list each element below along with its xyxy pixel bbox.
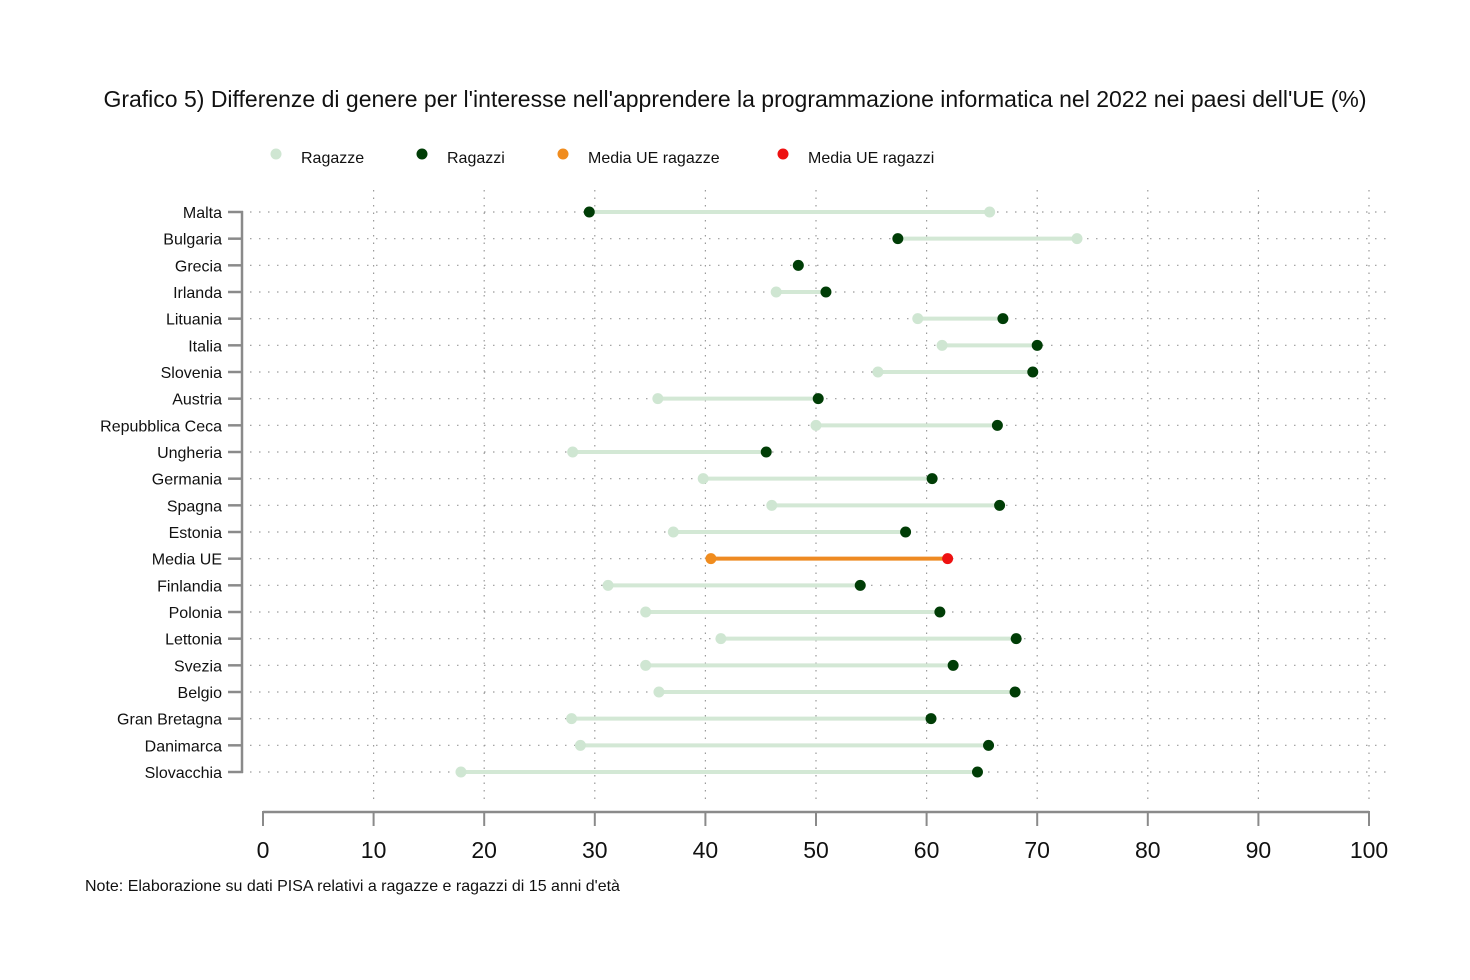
point-ragazzi: [926, 473, 938, 485]
point-ragazze: [984, 206, 996, 218]
point-media-ue-ragazze: [705, 553, 717, 565]
point-ragazzi: [812, 393, 824, 405]
x-tick-label: 70: [1024, 837, 1050, 863]
point-media-ue-ragazzi: [942, 553, 954, 565]
point-ragazze: [574, 739, 586, 751]
y-tick-label: Lettonia: [165, 632, 222, 649]
y-tick-label: Slovacchia: [145, 765, 222, 782]
y-tick-label: Media UE: [152, 552, 222, 569]
y-tick-label: Svezia: [174, 658, 222, 675]
point-ragazzi: [1031, 339, 1043, 351]
legend-marker: [416, 148, 428, 160]
legend-label: Media UE ragazze: [588, 150, 720, 167]
y-tick-label: Italia: [188, 338, 222, 355]
point-ragazzi: [1009, 686, 1021, 698]
point-ragazzi: [583, 206, 595, 218]
chart-note: Note: Elaborazione su dati PISA relativi…: [85, 878, 620, 895]
y-tick-label: Bulgaria: [163, 232, 222, 249]
point-ragazzi: [991, 419, 1003, 431]
data-marks: [455, 206, 1083, 778]
legend-marker: [270, 148, 282, 160]
y-tick-label: Germania: [152, 472, 222, 489]
point-ragazzi: [820, 286, 832, 298]
y-axis: Malta Bulgaria Grecia Irlanda Lituania Italia…: [100, 205, 244, 782]
x-axis: 0 10 20 30 40 50 60 70 80 90 100: [257, 810, 1388, 863]
x-tick-label: 90: [1246, 837, 1272, 863]
x-tick-label: 10: [361, 837, 387, 863]
point-ragazzi: [854, 579, 866, 591]
point-ragazze: [810, 419, 822, 431]
legend-label: Ragazze: [301, 150, 364, 167]
point-ragazzi: [947, 659, 959, 671]
point-ragazze: [1071, 233, 1083, 245]
legend-label: Ragazzi: [447, 150, 505, 167]
x-tick-label: 50: [803, 837, 829, 863]
point-ragazze: [912, 313, 924, 325]
point-ragazzi: [1010, 633, 1022, 645]
point-ragazzi: [997, 313, 1009, 325]
point-ragazze: [697, 473, 709, 485]
legend: Ragazze Ragazzi Media UE ragazze Media UE r…: [270, 148, 934, 167]
y-tick-label: Grecia: [175, 258, 222, 275]
point-ragazzi: [892, 233, 904, 245]
y-tick-label: Irlanda: [173, 285, 222, 302]
chart-title: Grafico 5) Differenze di genere per l'in…: [103, 86, 1366, 112]
y-tick-label: Gran Bretagna: [117, 712, 222, 729]
y-tick-label: Ungheria: [157, 445, 222, 462]
y-tick-label: Danimarca: [145, 738, 222, 755]
point-ragazze: [455, 766, 467, 778]
x-tick-label: 100: [1350, 837, 1388, 863]
y-tick-label: Austria: [172, 392, 222, 409]
x-tick-label: 60: [914, 837, 940, 863]
legend-marker: [557, 148, 569, 160]
point-ragazze: [652, 393, 664, 405]
x-tick-label: 30: [582, 837, 608, 863]
y-tick-label: Belgio: [178, 685, 223, 702]
legend-marker: [777, 148, 789, 160]
point-ragazzi: [934, 606, 946, 618]
point-ragazzi: [760, 446, 772, 458]
point-ragazzi: [1027, 366, 1039, 378]
point-ragazzi: [983, 739, 995, 751]
y-tick-label: Finlandia: [157, 578, 222, 595]
point-ragazzi: [792, 259, 804, 271]
point-ragazzi: [925, 713, 937, 725]
x-tick-label: 80: [1135, 837, 1161, 863]
y-tick-label: Polonia: [169, 605, 222, 622]
x-tick-label: 40: [693, 837, 719, 863]
point-ragazze: [640, 659, 652, 671]
y-tick-label: Slovenia: [161, 365, 222, 382]
point-ragazze: [567, 446, 579, 458]
y-tick-label: Lituania: [166, 312, 222, 329]
point-ragazze: [770, 286, 782, 298]
y-tick-label: Spagna: [167, 498, 222, 515]
point-ragazze: [872, 366, 884, 378]
point-ragazzi: [900, 526, 912, 538]
y-tick-label: Estonia: [169, 525, 222, 542]
point-ragazze: [667, 526, 679, 538]
x-tick-label: 20: [471, 837, 497, 863]
point-ragazzi: [971, 766, 983, 778]
gridlines: [250, 190, 1392, 805]
point-ragazze: [653, 686, 665, 698]
point-ragazze: [640, 606, 652, 618]
point-ragazzi: [994, 499, 1006, 511]
point-ragazze: [936, 339, 948, 351]
y-tick-label: Repubblica Ceca: [100, 418, 222, 435]
legend-label: Media UE ragazzi: [808, 150, 934, 167]
point-ragazze: [602, 579, 614, 591]
point-ragazze: [715, 633, 727, 645]
y-tick-label: Malta: [183, 205, 222, 222]
point-ragazze: [566, 713, 578, 725]
point-ragazze: [766, 499, 778, 511]
x-tick-label: 0: [257, 837, 270, 863]
